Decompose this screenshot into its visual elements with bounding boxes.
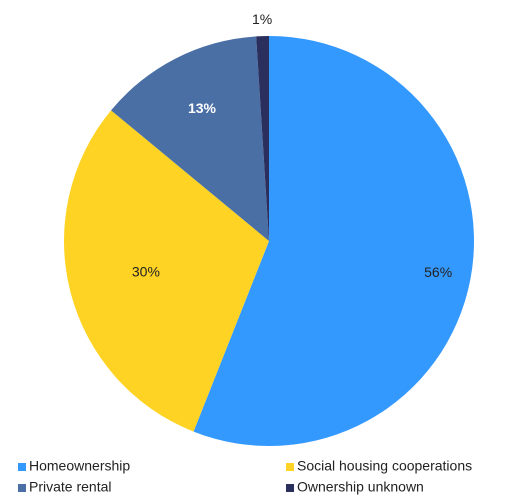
pie-slice xyxy=(64,110,270,432)
data-label: 1% xyxy=(252,11,272,27)
legend-label: Homeownership xyxy=(29,458,130,474)
legend-label: Ownership unknown xyxy=(297,479,424,495)
legend-swatch xyxy=(18,463,26,471)
pie-slice xyxy=(193,36,474,446)
pie-slice xyxy=(256,36,269,241)
data-label: 56% xyxy=(424,264,452,280)
legend-swatch xyxy=(286,463,294,471)
legend-label: Private rental xyxy=(29,479,111,495)
legend-swatch xyxy=(18,484,26,492)
data-label: 13% xyxy=(188,100,217,116)
data-label: 30% xyxy=(132,263,160,279)
pie-slice xyxy=(111,36,269,241)
legend-swatch xyxy=(286,484,294,492)
legend-label: Social housing cooperations xyxy=(297,458,472,474)
